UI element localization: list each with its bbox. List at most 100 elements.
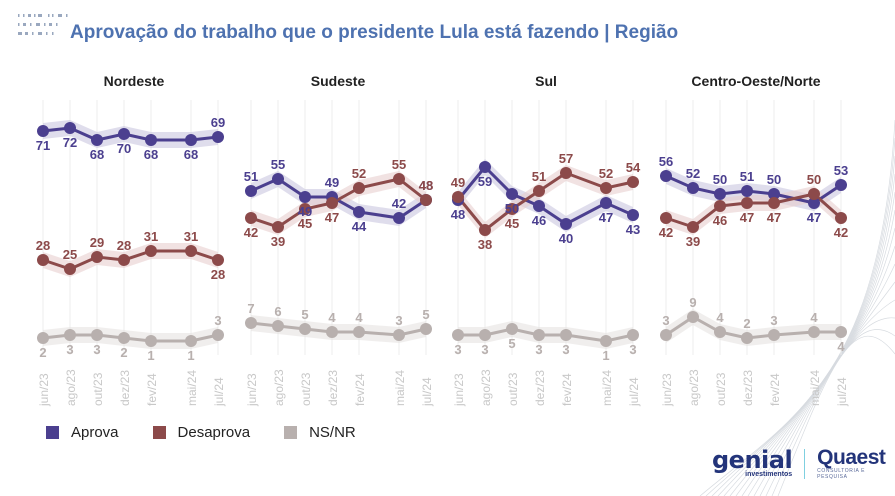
data-point [560, 329, 572, 341]
data-label: 59 [478, 174, 492, 189]
data-label: 71 [36, 138, 50, 153]
data-label: 31 [144, 229, 158, 244]
data-label: 42 [244, 225, 258, 240]
x-tick-label: out/23 [714, 372, 728, 406]
data-label: 72 [63, 135, 77, 150]
panel-title-nordeste: Nordeste [103, 73, 165, 89]
legend-item-desaprova: Desaprova [152, 424, 250, 441]
data-point [627, 176, 639, 188]
data-label: 3 [93, 342, 100, 357]
data-point [37, 254, 49, 266]
data-point [145, 134, 157, 146]
data-label: 5 [422, 307, 429, 322]
data-label: 3 [454, 342, 461, 357]
data-point [452, 329, 464, 341]
x-tick-label: jul/24 [835, 377, 849, 407]
data-point [272, 221, 284, 233]
data-label: 4 [716, 310, 724, 325]
data-label: 4 [355, 310, 363, 325]
data-point [353, 182, 365, 194]
data-point [835, 212, 847, 224]
data-label: 28 [117, 238, 131, 253]
data-label: 7 [247, 301, 254, 316]
confidence-band [458, 159, 633, 232]
data-point [600, 335, 612, 347]
data-label: 1 [147, 348, 154, 363]
x-tick-label: jun/23 [245, 373, 259, 407]
data-point [533, 329, 545, 341]
data-label: 3 [395, 313, 402, 328]
data-point [393, 329, 405, 341]
data-label: 48 [419, 178, 433, 193]
data-point [506, 203, 518, 215]
data-label: 43 [626, 222, 640, 237]
data-label: 38 [478, 237, 492, 252]
logo-separator [804, 449, 806, 479]
data-point [353, 326, 365, 338]
data-point [627, 329, 639, 341]
data-label: 53 [834, 163, 848, 178]
data-label: 4 [328, 310, 336, 325]
data-label: 2 [39, 345, 46, 360]
legend: Aprova Desaprova NS/NR [46, 424, 356, 441]
x-tick-label: dez/23 [326, 370, 340, 406]
data-label: 3 [662, 313, 669, 328]
data-point [714, 200, 726, 212]
x-tick-label: dez/23 [533, 370, 547, 406]
data-point [185, 335, 197, 347]
data-label: 28 [211, 267, 225, 282]
panel-title-sul: Sul [535, 73, 557, 89]
x-tick-label: jul/24 [627, 377, 641, 407]
panel-title-centro-oeste-norte: Centro-Oeste/Norte [691, 73, 821, 89]
data-point [212, 131, 224, 143]
data-point [145, 335, 157, 347]
x-tick-label: ago/23 [64, 369, 78, 406]
decorative-dots [18, 14, 68, 35]
data-point [687, 221, 699, 233]
data-point [37, 125, 49, 137]
data-point [627, 209, 639, 221]
legend-swatch-nsnr [284, 426, 298, 439]
data-label: 2 [743, 316, 750, 331]
data-label: 68 [90, 147, 104, 162]
data-point [420, 194, 432, 206]
data-label: 28 [36, 238, 50, 253]
confidence-band [251, 171, 426, 235]
x-tick-label: ago/23 [479, 369, 493, 406]
x-tick-label: out/23 [506, 372, 520, 406]
data-point [118, 128, 130, 140]
data-point [687, 182, 699, 194]
data-label: 51 [244, 169, 258, 184]
data-label: 42 [834, 225, 848, 240]
data-point [808, 197, 820, 209]
data-label: 3 [66, 342, 73, 357]
data-label: 2 [120, 345, 127, 360]
quaest-logo: Quaest CONSULTORIA E PESQUISA [817, 446, 886, 480]
data-point [741, 185, 753, 197]
data-label: 68 [184, 147, 198, 162]
data-label: 31 [184, 229, 198, 244]
data-point [64, 329, 76, 341]
legend-label-aprova: Aprova [71, 424, 119, 441]
data-point [600, 197, 612, 209]
data-label: 40 [559, 231, 573, 246]
data-label: 1 [187, 348, 194, 363]
data-label: 47 [740, 210, 754, 225]
logos: genial investimentos Quaest CONSULTORIA … [712, 446, 895, 480]
data-label: 5 [301, 307, 308, 322]
data-point [272, 320, 284, 332]
data-label: 55 [392, 157, 406, 172]
x-tick-label: out/23 [91, 372, 105, 406]
x-tick-label: jun/23 [452, 373, 466, 407]
data-point [212, 254, 224, 266]
legend-label-nsnr: NS/NR [309, 424, 356, 441]
data-label: 70 [117, 141, 131, 156]
data-label: 51 [740, 169, 754, 184]
page-title: Aprovação do trabalho que o presidente L… [70, 22, 679, 43]
legend-item-nsnr: NS/NR [284, 424, 356, 441]
data-label: 49 [325, 175, 339, 190]
data-label: 57 [559, 151, 573, 166]
data-label: 46 [532, 213, 546, 228]
data-point [808, 326, 820, 338]
